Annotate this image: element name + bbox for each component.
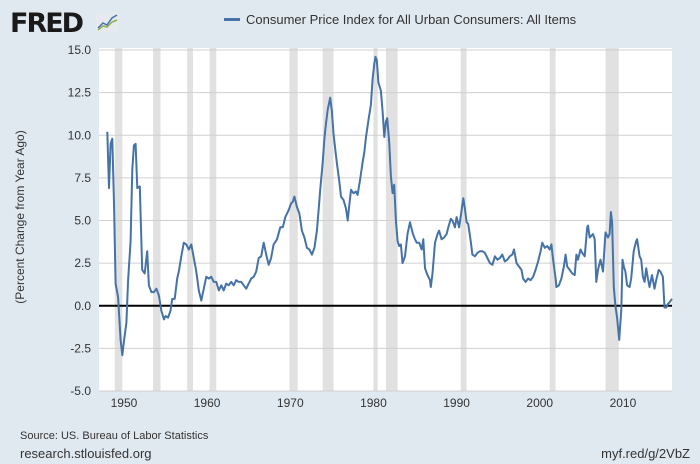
recession-band: [322, 48, 334, 391]
recession-band: [209, 48, 217, 391]
x-tick-label: 1950: [111, 396, 138, 410]
y-axis-label: (Percent Change from Year Ago): [13, 130, 27, 304]
y-tick-label: 15.0: [68, 43, 92, 57]
x-tick-label: 1980: [360, 396, 387, 410]
y-tick-label: -2.5: [70, 341, 91, 355]
recession-band: [153, 48, 161, 391]
fred-logo[interactable]: FRED: [10, 8, 84, 39]
recession-band: [373, 48, 378, 391]
legend-swatch: [224, 18, 240, 21]
y-tick-label: -5.0: [70, 384, 91, 398]
source-note: Source: US. Bureau of Labor Statistics: [20, 430, 209, 442]
legend-label: Consumer Price Index for All Urban Consu…: [246, 12, 577, 27]
chart-legend: Consumer Price Index for All Urban Consu…: [224, 12, 576, 27]
x-tick-label: 1990: [443, 396, 470, 410]
chart-line-icon: [96, 12, 119, 32]
x-tick-label: 2000: [526, 396, 553, 410]
recession-band: [187, 48, 193, 391]
short-url-link[interactable]: myf.red/g/2VbZ: [601, 446, 690, 461]
x-tick-label: 1970: [277, 396, 304, 410]
recession-band: [549, 48, 556, 391]
recession-band: [114, 48, 123, 391]
y-tick-label: 2.5: [74, 256, 91, 270]
recession-band: [289, 48, 298, 391]
plot-background: [99, 48, 672, 391]
y-tick-label: 7.5: [74, 171, 91, 185]
y-tick-label: 5.0: [74, 214, 91, 228]
y-tick-label: 0.0: [74, 299, 91, 313]
y-tick-label: 12.5: [68, 86, 92, 100]
recession-band: [385, 48, 398, 391]
y-tick-label: 10.0: [68, 128, 92, 142]
recession-band: [460, 48, 467, 391]
cpi-series-line: [106, 55, 673, 357]
x-tick-label: 1960: [194, 396, 221, 410]
site-link[interactable]: research.stlouisfed.org: [20, 446, 152, 461]
x-tick-label: 2010: [610, 396, 637, 410]
